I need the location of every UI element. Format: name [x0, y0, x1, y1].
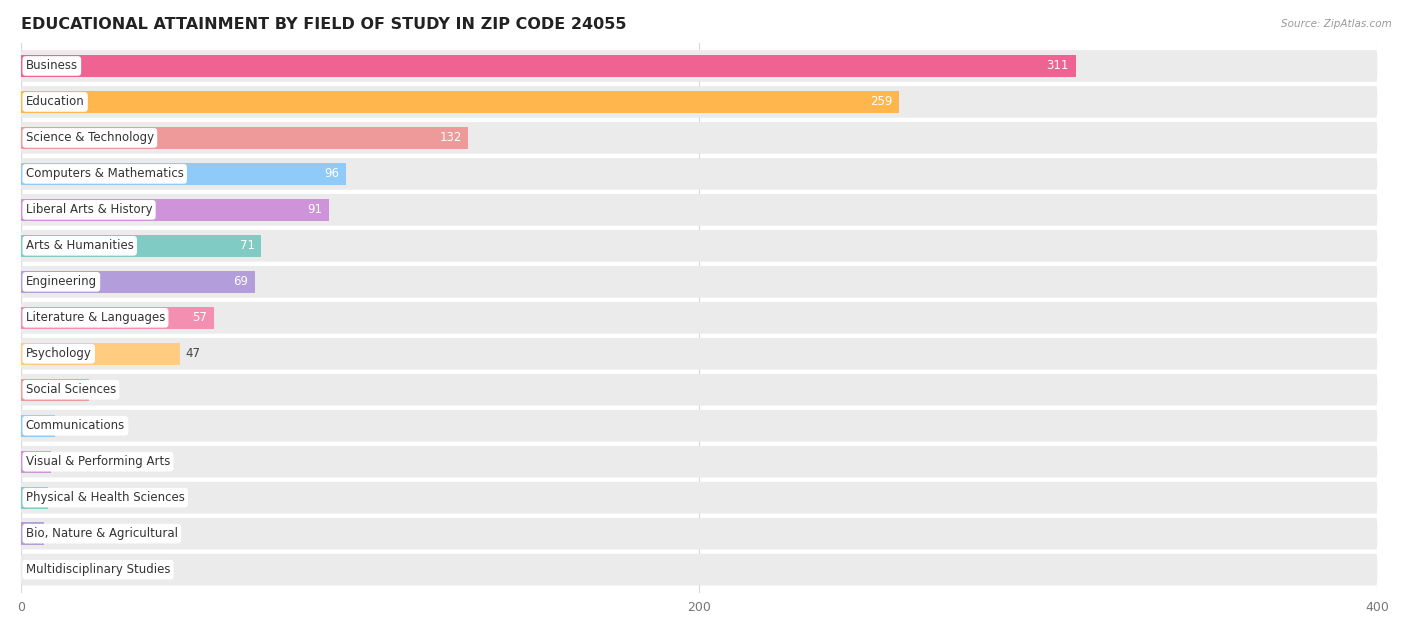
Bar [21, 415, 55, 437]
Text: 259: 259 [870, 95, 893, 109]
FancyBboxPatch shape [21, 302, 1378, 334]
Text: 132: 132 [439, 131, 461, 144]
Text: 9: 9 [56, 455, 63, 468]
FancyBboxPatch shape [21, 122, 1378, 154]
Text: 57: 57 [193, 311, 207, 324]
Text: 0: 0 [25, 563, 34, 576]
Text: 10: 10 [59, 419, 75, 432]
Text: Computers & Mathematics: Computers & Mathematics [25, 167, 184, 180]
Text: Arts & Humanities: Arts & Humanities [25, 239, 134, 252]
Text: Business: Business [25, 59, 77, 73]
Text: Science & Technology: Science & Technology [25, 131, 153, 144]
Text: 47: 47 [186, 347, 200, 360]
FancyBboxPatch shape [21, 338, 1378, 370]
Text: 69: 69 [233, 275, 247, 288]
Text: 71: 71 [239, 239, 254, 252]
FancyBboxPatch shape [21, 266, 1378, 298]
Text: Education: Education [25, 95, 84, 109]
Text: 8: 8 [53, 491, 60, 504]
FancyBboxPatch shape [21, 374, 1378, 406]
FancyBboxPatch shape [21, 158, 1378, 190]
Bar [21, 522, 45, 545]
FancyBboxPatch shape [21, 554, 1378, 586]
Bar [21, 199, 329, 221]
Bar [21, 127, 468, 149]
Bar [21, 487, 48, 509]
FancyBboxPatch shape [21, 50, 1378, 82]
Bar [21, 271, 254, 293]
Text: EDUCATIONAL ATTAINMENT BY FIELD OF STUDY IN ZIP CODE 24055: EDUCATIONAL ATTAINMENT BY FIELD OF STUDY… [21, 16, 626, 32]
Text: Visual & Performing Arts: Visual & Performing Arts [25, 455, 170, 468]
Text: Physical & Health Sciences: Physical & Health Sciences [25, 491, 184, 504]
FancyBboxPatch shape [21, 194, 1378, 226]
FancyBboxPatch shape [21, 482, 1378, 514]
Bar [21, 451, 51, 473]
Bar [21, 163, 346, 185]
Text: Literature & Languages: Literature & Languages [25, 311, 165, 324]
Text: 20: 20 [94, 383, 108, 396]
FancyBboxPatch shape [21, 86, 1378, 118]
Text: Social Sciences: Social Sciences [25, 383, 117, 396]
FancyBboxPatch shape [21, 446, 1378, 478]
Bar [21, 343, 180, 365]
Text: Engineering: Engineering [25, 275, 97, 288]
Text: Bio, Nature & Agricultural: Bio, Nature & Agricultural [25, 527, 177, 540]
Text: 91: 91 [308, 203, 322, 216]
Text: 7: 7 [49, 527, 58, 540]
Text: Multidisciplinary Studies: Multidisciplinary Studies [25, 563, 170, 576]
Bar [21, 55, 1076, 77]
Bar [21, 235, 262, 257]
Text: Source: ZipAtlas.com: Source: ZipAtlas.com [1281, 19, 1392, 29]
Bar [21, 379, 89, 401]
Text: 311: 311 [1046, 59, 1069, 73]
Text: 96: 96 [325, 167, 339, 180]
Text: Communications: Communications [25, 419, 125, 432]
Bar [21, 91, 900, 113]
Text: Liberal Arts & History: Liberal Arts & History [25, 203, 152, 216]
FancyBboxPatch shape [21, 230, 1378, 262]
Text: Psychology: Psychology [25, 347, 91, 360]
Bar [21, 307, 214, 329]
FancyBboxPatch shape [21, 410, 1378, 442]
FancyBboxPatch shape [21, 518, 1378, 550]
